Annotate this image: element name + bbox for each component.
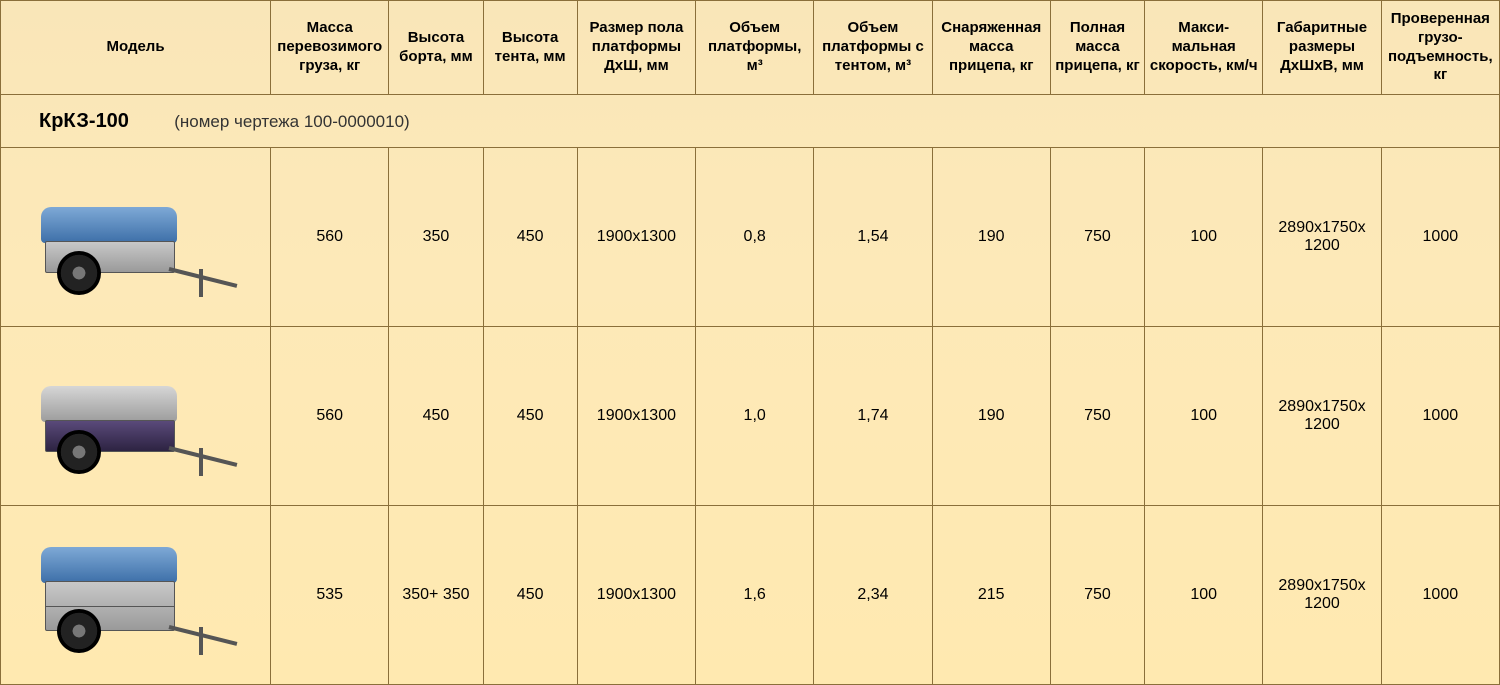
data-cell: 1900х1300: [577, 506, 695, 685]
data-cell: 750: [1050, 148, 1144, 327]
table-row: 5603504501900х13000,81,541907501002890х1…: [1, 148, 1500, 327]
trailer-image: [31, 535, 241, 655]
data-cell: 450: [483, 327, 577, 506]
data-cell: 750: [1050, 327, 1144, 506]
image-cell: [1, 506, 271, 685]
col-side-h: Высота борта, мм: [389, 1, 483, 95]
trailer-image: [31, 356, 241, 476]
section-drawing: (номер чертежа 100-0000010): [174, 112, 410, 131]
data-cell: 100: [1145, 506, 1263, 685]
data-cell: 450: [389, 327, 483, 506]
col-curb-mass: Снаряженная масса прицепа, кг: [932, 1, 1050, 95]
trailer-image: [31, 177, 241, 297]
col-tent-h: Высота тента, мм: [483, 1, 577, 95]
col-cargo-mass: Масса перевозимого груза, кг: [271, 1, 389, 95]
data-cell: 750: [1050, 506, 1144, 685]
table-body: КрКЗ-100 (номер чертежа 100-0000010) 560…: [1, 95, 1500, 685]
table-row: 535350+ 3504501900х13001,62,342157501002…: [1, 506, 1500, 685]
image-cell: [1, 327, 271, 506]
col-dims: Габаритные размеры ДхШхВ, мм: [1263, 1, 1381, 95]
data-cell: 1000: [1381, 506, 1499, 685]
specs-table: Модель Масса перевозимого груза, кг Высо…: [0, 0, 1500, 685]
col-vol: Объем платформы, м³: [696, 1, 814, 95]
data-cell: 1900х1300: [577, 148, 695, 327]
col-vol-tent: Объем платформы с тентом, м³: [814, 1, 932, 95]
data-cell: 1,74: [814, 327, 932, 506]
col-gross-mass: Полная масса прицепа, кг: [1050, 1, 1144, 95]
data-cell: 0,8: [696, 148, 814, 327]
data-cell: 1000: [1381, 148, 1499, 327]
data-cell: 2890х1750х 1200: [1263, 506, 1381, 685]
col-max-speed: Макси-мальная скорость, км/ч: [1145, 1, 1263, 95]
image-cell: [1, 148, 271, 327]
data-cell: 215: [932, 506, 1050, 685]
data-cell: 1000: [1381, 327, 1499, 506]
data-cell: 1,54: [814, 148, 932, 327]
data-cell: 1,6: [696, 506, 814, 685]
col-capacity: Проверенная грузо-подъемность, кг: [1381, 1, 1499, 95]
data-cell: 2890х1750х 1200: [1263, 148, 1381, 327]
data-cell: 450: [483, 148, 577, 327]
data-cell: 2890х1750х 1200: [1263, 327, 1381, 506]
data-cell: 535: [271, 506, 389, 685]
data-cell: 560: [271, 148, 389, 327]
section-row: КрКЗ-100 (номер чертежа 100-0000010): [1, 95, 1500, 148]
col-floor: Размер пола платформы ДхШ, мм: [577, 1, 695, 95]
col-model: Модель: [1, 1, 271, 95]
data-cell: 1900х1300: [577, 327, 695, 506]
header-row: Модель Масса перевозимого груза, кг Высо…: [1, 1, 1500, 95]
data-cell: 190: [932, 148, 1050, 327]
data-cell: 100: [1145, 327, 1263, 506]
data-cell: 190: [932, 327, 1050, 506]
table-row: 5604504501900х13001,01,741907501002890х1…: [1, 327, 1500, 506]
data-cell: 1,0: [696, 327, 814, 506]
data-cell: 100: [1145, 148, 1263, 327]
data-cell: 2,34: [814, 506, 932, 685]
data-cell: 450: [483, 506, 577, 685]
data-cell: 560: [271, 327, 389, 506]
section-model: КрКЗ-100: [39, 110, 129, 132]
data-cell: 350+ 350: [389, 506, 483, 685]
data-cell: 350: [389, 148, 483, 327]
